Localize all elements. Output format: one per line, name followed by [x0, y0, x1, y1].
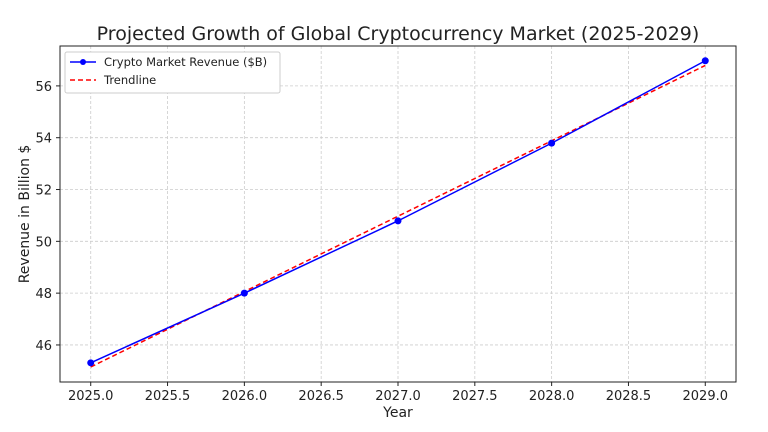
x-axis-label: Year: [382, 405, 413, 421]
y-tick-label: 50: [35, 235, 52, 250]
x-tick-label: 2025.5: [145, 389, 191, 404]
legend-label-trendline: Trendline: [103, 73, 156, 87]
x-tick-label: 2025.0: [68, 389, 114, 404]
revenue-point-2026: [240, 289, 248, 297]
x-tick-label: 2026.0: [222, 389, 268, 404]
revenue-point-2027: [394, 217, 402, 225]
revenue-point-2029: [701, 57, 709, 65]
x-tick-label: 2027.5: [452, 389, 498, 404]
revenue-point-2025: [87, 359, 95, 367]
y-tick-label: 56: [35, 80, 52, 95]
x-tick-label: 2028.5: [606, 389, 652, 404]
x-tick-label: 2028.0: [529, 389, 575, 404]
revenue-point-2028: [548, 139, 556, 147]
ticks: 2025.0 2025.5 2026.0 2026.5 2027.0 2027.5 2028…: [35, 80, 728, 404]
legend-label-revenue: Crypto Market Revenue ($B): [104, 55, 267, 69]
y-axis-label: Revenue in Billion $: [17, 145, 33, 284]
y-tick-label: 52: [35, 184, 52, 199]
x-tick-label: 2026.5: [298, 389, 344, 404]
y-tick-label: 54: [35, 132, 52, 147]
legend-marker-revenue: [80, 59, 86, 65]
y-tick-label: 46: [35, 339, 52, 354]
x-tick-label: 2029.0: [683, 389, 729, 404]
y-tick-label: 48: [35, 287, 52, 302]
legend: Crypto Market Revenue ($B) Trendline: [64, 51, 281, 94]
series-lines: [87, 57, 709, 368]
x-tick-label: 2027.0: [375, 389, 421, 404]
legend-box: [64, 51, 281, 94]
chart-title: Projected Growth of Global Cryptocurrenc…: [97, 23, 700, 45]
grid: [60, 46, 736, 382]
